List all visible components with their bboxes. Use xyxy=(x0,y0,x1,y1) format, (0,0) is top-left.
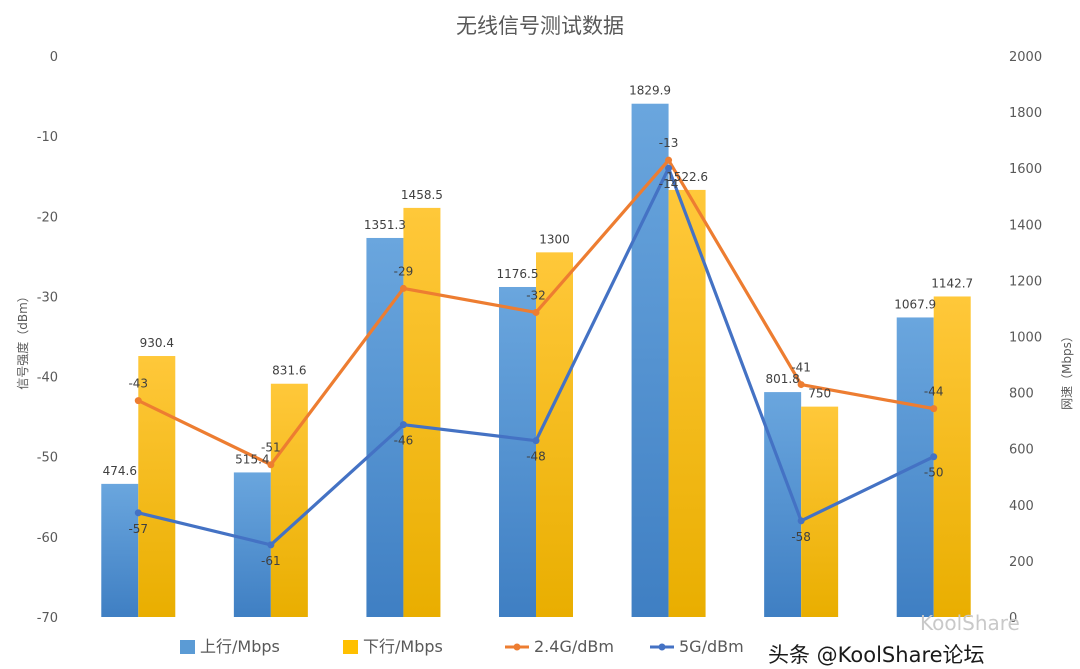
download-bar-label: 831.6 xyxy=(272,364,306,378)
right-tick-label: 1200 xyxy=(1009,274,1042,289)
point-2g4-label: -41 xyxy=(791,361,811,375)
legend-download-swatch xyxy=(343,640,358,654)
point-2g4 xyxy=(532,308,540,316)
download-bar xyxy=(138,356,176,617)
point-5g xyxy=(267,541,275,549)
legend-upload: 上行/Mbps xyxy=(180,637,280,656)
point-2g4-label: -13 xyxy=(659,136,679,150)
legend-2g4: 2.4G/dBm xyxy=(505,637,614,656)
left-tick-label: -30 xyxy=(37,290,58,305)
upload-bar-label: 1176.5 xyxy=(497,267,539,281)
upload-bar-label: 801.8 xyxy=(765,372,799,386)
left-tick-label: -20 xyxy=(37,210,58,225)
left-axis-title: 信号强度（dBm） xyxy=(15,290,30,390)
point-5g xyxy=(532,437,540,445)
right-tick-label: 1000 xyxy=(1009,331,1042,346)
upload-bar-label: 1351.3 xyxy=(364,218,406,232)
right-tick-label: 800 xyxy=(1009,387,1034,402)
point-5g xyxy=(399,421,407,429)
legend-5g-label: 5G/dBm xyxy=(679,637,744,656)
right-axis-ticks: 0 200 400 600 800 1000 1200 1400 1600 1800 2000 xyxy=(1009,50,1042,626)
point-5g-label: -14 xyxy=(659,177,679,191)
chart-title: 无线信号测试数据 xyxy=(456,14,624,38)
left-tick-label: -70 xyxy=(37,611,58,626)
line-series xyxy=(134,156,938,549)
left-tick-label: -50 xyxy=(37,451,58,466)
point-5g-label: -50 xyxy=(924,466,944,480)
left-axis-ticks: 0 -10 -20 -30 -40 -50 -60 -70 xyxy=(37,50,58,626)
bar-series xyxy=(101,103,971,618)
right-tick-label: 200 xyxy=(1009,555,1034,570)
point-2g4-label: -29 xyxy=(394,264,414,278)
point-2g4-label: -44 xyxy=(924,385,944,399)
point-5g-label: -48 xyxy=(526,450,546,464)
download-bar xyxy=(668,189,706,617)
upload-bar-label: 1067.9 xyxy=(894,297,936,311)
point-5g-label: -57 xyxy=(128,522,148,536)
download-bar-label: 930.4 xyxy=(140,336,174,350)
point-5g xyxy=(930,453,938,461)
download-bar xyxy=(933,296,971,617)
right-tick-label: 1800 xyxy=(1009,106,1042,121)
point-5g-label: -58 xyxy=(791,530,811,544)
download-bar-label: 750 xyxy=(808,387,831,401)
upload-bar-label: 474.6 xyxy=(103,464,137,478)
point-5g-label: -46 xyxy=(394,434,414,448)
right-tick-label: 400 xyxy=(1009,499,1034,514)
point-2g4 xyxy=(930,405,938,413)
point-2g4 xyxy=(665,156,673,164)
point-2g4 xyxy=(267,461,275,469)
legend-upload-label: 上行/Mbps xyxy=(200,637,280,656)
upload-bar-label: 515.4 xyxy=(235,452,269,466)
upload-bar xyxy=(631,103,669,617)
download-bar xyxy=(536,252,573,617)
point-5g xyxy=(665,164,673,172)
download-bar-label: 1522.6 xyxy=(666,170,708,184)
right-tick-label: 1600 xyxy=(1009,162,1042,177)
right-tick-label: 2000 xyxy=(1009,50,1042,65)
point-5g xyxy=(134,509,142,517)
left-tick-label: -60 xyxy=(37,531,58,546)
legend-2g4-label: 2.4G/dBm xyxy=(534,637,614,656)
point-2g4 xyxy=(399,284,407,292)
left-tick-label: 0 xyxy=(50,50,58,65)
data-labels: 474.6 515.4 1351.3 1176.5 1829.9 801.8 1067.9 9… xyxy=(103,84,974,568)
point-2g4-label: -43 xyxy=(128,377,148,391)
legend-upload-swatch xyxy=(180,640,195,654)
point-2g4-label: -51 xyxy=(261,441,281,455)
right-tick-label: 600 xyxy=(1009,443,1034,458)
point-2g4 xyxy=(797,381,805,389)
upload-bar xyxy=(101,483,139,617)
legend: 上行/Mbps 下行/Mbps 2.4G/dBm 5G/dBm xyxy=(180,637,744,656)
download-bar-label: 1458.5 xyxy=(401,188,443,202)
legend-download-label: 下行/Mbps xyxy=(363,637,443,656)
right-tick-label: 1400 xyxy=(1009,218,1042,233)
download-bar xyxy=(270,383,308,617)
upload-bar xyxy=(499,286,536,617)
legend-2g4-marker xyxy=(513,643,521,651)
download-bar xyxy=(403,207,441,617)
upload-bar-label: 1829.9 xyxy=(629,84,671,98)
point-5g xyxy=(797,517,805,525)
download-bar-label: 1300 xyxy=(539,232,570,246)
watermark-faint: KoolShare xyxy=(920,611,1020,635)
right-tick-label: 0 xyxy=(1009,611,1017,626)
point-2g4-label: -32 xyxy=(526,288,546,302)
upload-bar xyxy=(366,237,404,618)
download-bar-label: 1142.7 xyxy=(931,276,973,290)
left-tick-label: -40 xyxy=(37,371,58,386)
legend-5g: 5G/dBm xyxy=(650,637,744,656)
left-tick-label: -10 xyxy=(37,130,58,145)
watermark: 头条 @KoolShare论坛 xyxy=(768,643,985,667)
legend-5g-marker xyxy=(658,643,666,651)
legend-download: 下行/Mbps xyxy=(343,637,443,656)
point-5g-label: -61 xyxy=(261,554,281,568)
right-axis-title: 网速（Mbps） xyxy=(1060,330,1074,410)
point-2g4 xyxy=(134,397,142,405)
